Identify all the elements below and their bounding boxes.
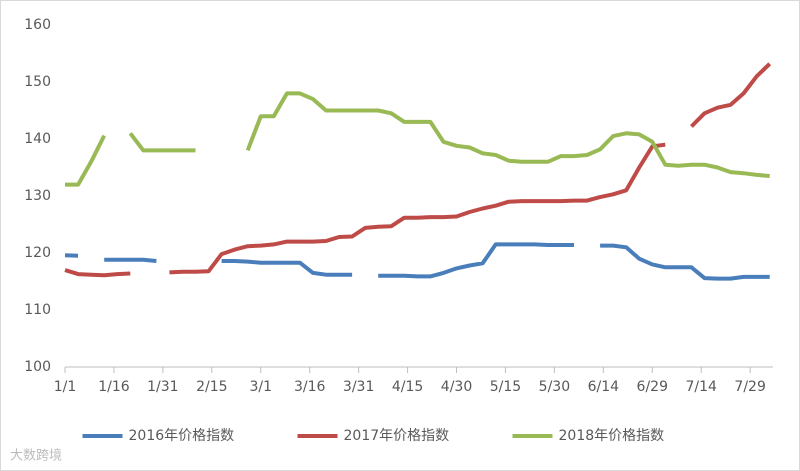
x-tick-label: 5/30: [539, 379, 570, 395]
watermark: 大数跨境: [10, 449, 62, 464]
x-tick-label: 6/14: [588, 379, 620, 395]
y-tick-label: 130: [24, 188, 51, 204]
x-tick-label: 4/15: [392, 379, 423, 395]
x-tick-label: 5/15: [490, 379, 521, 395]
series-line: [64, 242, 770, 281]
x-tick-label: 6/29: [637, 379, 668, 395]
y-tick-label: 150: [24, 74, 51, 90]
y-tick-label: 140: [24, 131, 51, 147]
y-tick-label: 100: [24, 359, 51, 375]
x-tick-label: 1/16: [98, 379, 130, 395]
x-tick-label: 4/30: [441, 379, 472, 395]
x-tick-label: 3/16: [294, 379, 326, 395]
x-tick-label: 3/31: [343, 379, 374, 395]
series-line: [64, 62, 772, 278]
x-tick-label: 1/31: [147, 379, 178, 395]
y-tick-label: 160: [24, 17, 51, 33]
y-tick-label: 110: [24, 302, 51, 318]
x-tick-label: 7/14: [685, 379, 717, 395]
series-line: [65, 91, 770, 187]
legend-label: 2017年价格指数: [344, 428, 450, 444]
legend-label: 2016年价格指数: [129, 428, 235, 444]
legend-label: 2018年价格指数: [559, 428, 665, 444]
y-tick-label: 120: [24, 245, 51, 261]
x-tick-label: 1/1: [54, 379, 77, 395]
x-tick-label: 2/15: [196, 379, 227, 395]
x-tick-label: 7/29: [734, 379, 765, 395]
x-tick-label: 3/1: [249, 379, 272, 395]
